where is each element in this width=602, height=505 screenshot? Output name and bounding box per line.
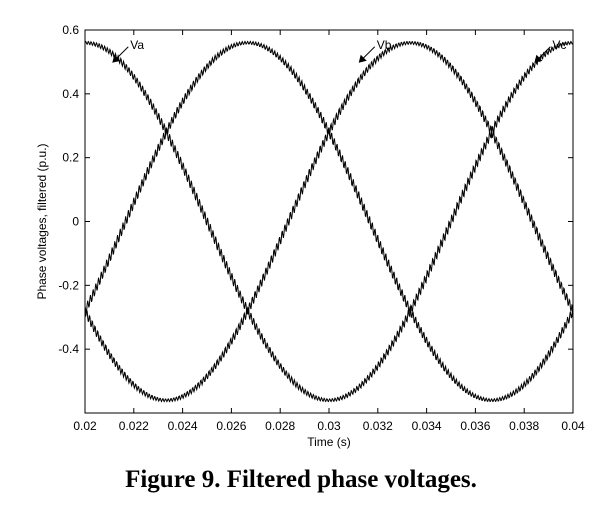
x-tick-label: 0.036 [460,419,490,433]
annotations: Va Vb Vc [112,38,566,63]
annotation-label-vb: Vb [377,38,392,52]
x-tick-label: 0.026 [216,419,246,433]
y-tick-label: 0.4 [62,87,79,101]
annotation-arrow-line [538,46,551,60]
series-line-vb [84,40,574,403]
annotation-arrow-line [115,46,129,60]
y-tick-label: -0.4 [58,342,79,356]
x-tick-label: 0.028 [265,419,295,433]
annotation-arrow-head [534,54,543,63]
x-tick-label: 0.04 [561,419,585,433]
x-tick-label: 0.03 [317,419,341,433]
plot-frame [84,29,574,414]
x-axis-label: Time (s) [307,435,351,449]
annotation-label-va: Va [130,38,144,52]
annotation-arrow-head [112,54,121,63]
annotation-arrow-line [362,46,376,60]
annotation-label-vc: Vc [552,38,566,52]
x-tick-label: 0.022 [119,419,149,433]
x-tick-label: 0.024 [168,419,198,433]
x-axis-ticks: 0.02 0.022 0.024 0.026 0.028 0.03 0.032 0.034 0.… [73,30,585,433]
y-tick-label: 0.2 [62,151,79,165]
figure-caption: Figure 9. Filtered phase voltages. [125,466,477,493]
x-tick-label: 0.032 [363,419,393,433]
y-tick-label: -0.2 [58,278,79,292]
series-line-vc [84,41,574,403]
x-tick-label: 0.038 [509,419,539,433]
x-tick-label: 0.034 [412,419,442,433]
y-tick-label: 0 [72,215,79,229]
y-tick-label: 0.6 [62,23,79,37]
y-axis-label: Phase voltages, filtered (p.u.) [35,143,49,299]
phase-voltage-chart: 0.02 0.022 0.024 0.026 0.028 0.03 0.032 0.034 0.… [35,23,585,449]
series-line-va [84,40,574,403]
annotation-arrow-head [358,54,367,63]
x-tick-label: 0.02 [73,419,97,433]
y-axis-ticks: -0.4 -0.2 0 0.2 0.4 0.6 [58,23,573,356]
plot-lines [84,40,574,403]
